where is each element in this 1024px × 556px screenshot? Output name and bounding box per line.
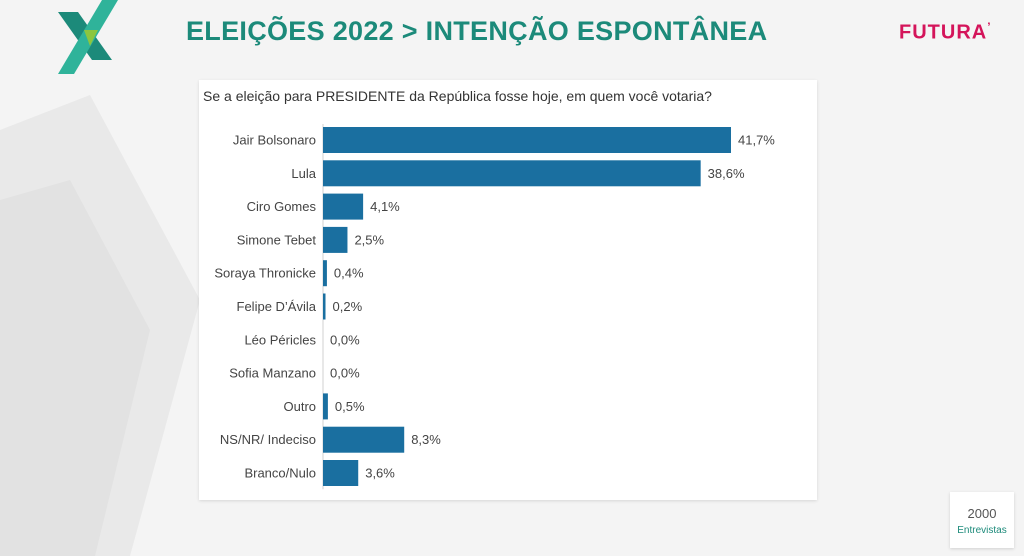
category-label: Sofia Manzano (229, 366, 316, 381)
category-label: Lula (291, 166, 316, 181)
category-label: Ciro Gomes (247, 199, 317, 214)
sample-size-box: 2000 Entrevistas (950, 492, 1014, 548)
brand-mark: ’ (987, 20, 992, 34)
bar (323, 127, 731, 153)
category-label: Outro (283, 399, 316, 414)
value-label: 4,1% (370, 199, 400, 214)
bar-chart: Jair Bolsonaro 41,7% Lula 38,6% Ciro Gomes 4,… (214, 124, 775, 490)
bar (323, 293, 326, 320)
value-label: 0,2% (333, 299, 363, 314)
value-label: 38,6% (708, 166, 745, 181)
bar (323, 393, 328, 420)
page-title: ELEIÇÕES 2022 > INTENÇÃO ESPONTÂNEA (186, 16, 768, 46)
brand-logo-icon (58, 0, 118, 74)
value-label: 41,7% (738, 133, 775, 148)
sample-count: 2000 (967, 506, 997, 521)
category-label: Soraya Thronicke (214, 266, 316, 281)
bar (323, 460, 359, 486)
brand-text: FUTURA (899, 21, 988, 44)
value-label: 0,0% (330, 366, 360, 381)
category-label: Branco/Nulo (244, 466, 316, 481)
value-label: 0,4% (334, 266, 364, 281)
category-label: NS/NR/ Indeciso (220, 432, 316, 447)
bar (323, 160, 701, 187)
category-label: Simone Tebet (237, 232, 317, 247)
value-label: 0,5% (335, 399, 365, 414)
value-label: 8,3% (411, 432, 441, 447)
value-label: 2,5% (354, 232, 384, 247)
category-label: Léo Péricles (244, 332, 316, 347)
value-label: 3,6% (365, 466, 395, 481)
category-label: Felipe D’Ávila (237, 299, 317, 314)
background-chevron (0, 95, 200, 556)
sample-label: Entrevistas (957, 525, 1007, 536)
value-label: 0,0% (330, 332, 360, 347)
brand-name: FUTURA’ (899, 20, 992, 45)
bar (323, 193, 364, 220)
bar (323, 260, 327, 287)
category-label: Jair Bolsonaro (233, 133, 316, 148)
bar (323, 226, 348, 253)
chart-title: Se a eleição para PRESIDENTE da Repúblic… (203, 88, 712, 104)
bar (323, 426, 405, 453)
